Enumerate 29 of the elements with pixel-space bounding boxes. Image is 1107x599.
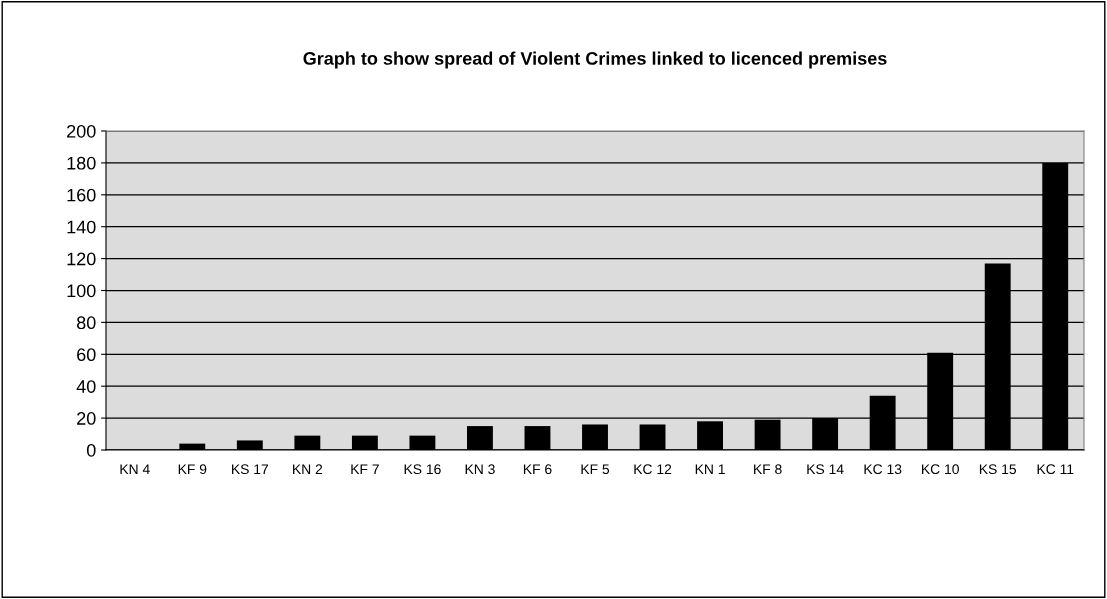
x-tick-label: KF 8 [754, 464, 782, 475]
x-tick-label: KF 6 [523, 464, 552, 475]
x-tick-label: KC 13 [864, 464, 902, 475]
y-tick-label: 180 [67, 156, 96, 170]
chart-title: Graph to show spread of Violent Crimes linked to licenced premises [303, 51, 887, 69]
y-tick-label: 40 [76, 380, 96, 393]
x-tick-label: KF 5 [581, 464, 610, 475]
y-tick-label: 60 [77, 348, 96, 362]
x-tick-label: KF 9 [178, 464, 207, 475]
x-tick-label: KN 1 [695, 464, 725, 474]
y-tick-label: 160 [67, 188, 96, 202]
y-tick-label: 100 [67, 284, 96, 298]
y-tick-label: 140 [67, 220, 96, 234]
y-tick-label: 0 [86, 443, 96, 457]
y-tick-label: 200 [67, 124, 96, 138]
x-tick-label: KN 4 [120, 464, 150, 474]
x-tick-label: KC 12 [634, 464, 672, 475]
x-tick-label: KN 3 [465, 464, 495, 475]
y-tick-label: 80 [76, 316, 96, 330]
x-tick-label: KN 2 [293, 464, 323, 474]
x-tick-label: KS 14 [807, 464, 844, 475]
y-tick-label: 120 [67, 252, 96, 266]
x-tick-label: KS 15 [979, 464, 1017, 475]
y-tick-label: 20 [77, 412, 96, 425]
x-tick-label: KF 7 [351, 464, 379, 474]
x-tick-label: KC 10 [922, 464, 959, 475]
x-tick-label: KS 17 [232, 464, 269, 475]
x-tick-label: KS 16 [404, 464, 441, 475]
x-tick-label: KC 11 [1037, 464, 1074, 475]
